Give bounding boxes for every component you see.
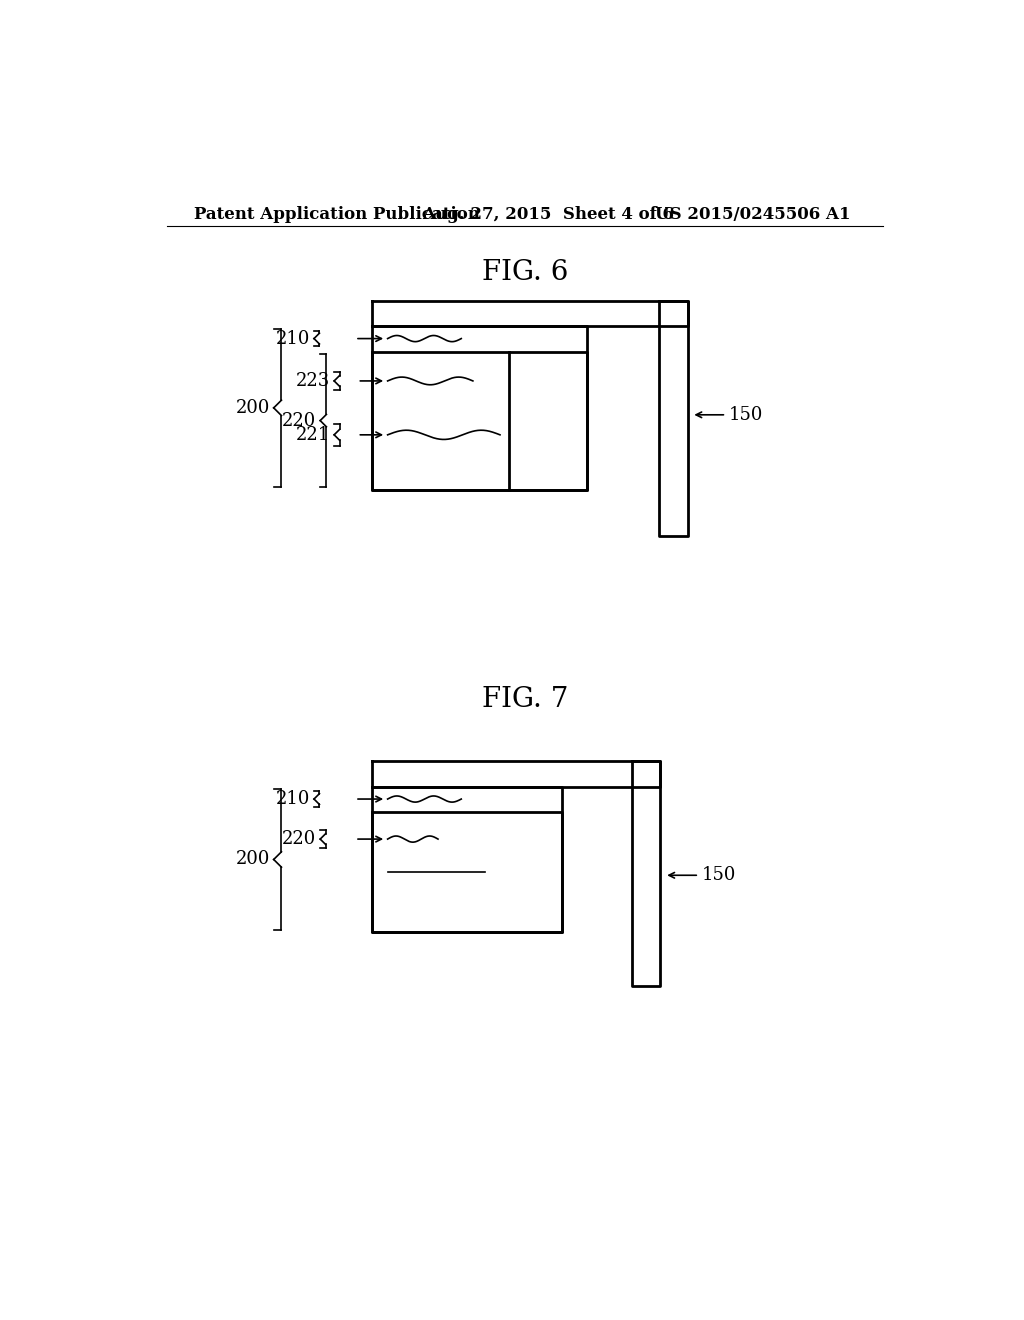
Text: 200: 200: [236, 850, 270, 869]
Text: 220: 220: [282, 830, 316, 847]
Text: 221: 221: [296, 426, 331, 444]
Text: US 2015/0245506 A1: US 2015/0245506 A1: [655, 206, 851, 223]
Text: 150: 150: [729, 405, 763, 424]
Text: 210: 210: [275, 330, 310, 347]
Text: 223: 223: [296, 372, 331, 389]
Text: 210: 210: [275, 791, 310, 808]
Text: FIG. 7: FIG. 7: [481, 686, 568, 713]
Text: 200: 200: [236, 399, 270, 417]
Text: 150: 150: [701, 866, 736, 884]
Text: Aug. 27, 2015  Sheet 4 of 6: Aug. 27, 2015 Sheet 4 of 6: [423, 206, 675, 223]
Text: 220: 220: [282, 412, 316, 429]
Text: FIG. 6: FIG. 6: [481, 259, 568, 285]
Text: Patent Application Publication: Patent Application Publication: [194, 206, 480, 223]
